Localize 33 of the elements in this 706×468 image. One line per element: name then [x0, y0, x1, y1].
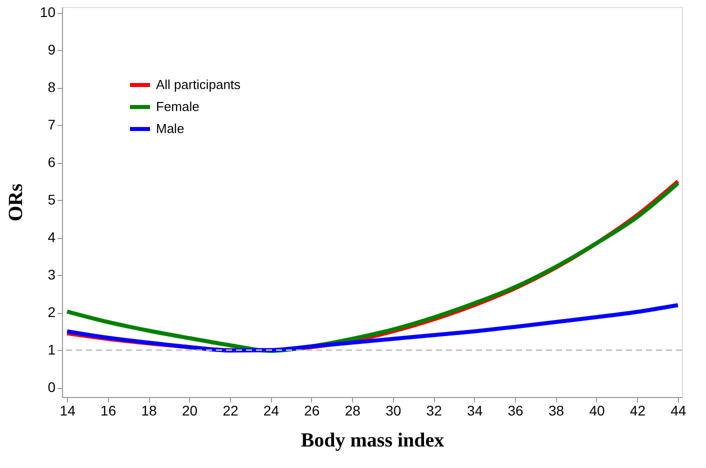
- y-tick-label: 3: [48, 266, 56, 283]
- y-tick-label: 4: [48, 229, 56, 246]
- x-tick-label: 26: [304, 402, 320, 418]
- x-tick-label: 22: [222, 402, 238, 418]
- y-tick-label: 5: [48, 192, 56, 208]
- x-tick-label: 24: [263, 402, 280, 418]
- x-tick-label: 34: [467, 402, 483, 418]
- x-tick-label: 40: [589, 402, 605, 418]
- x-tick-label: 14: [60, 402, 76, 418]
- x-tick-label: 30: [386, 402, 402, 418]
- x-tick-label: 38: [548, 402, 564, 418]
- x-tick-label: 32: [426, 402, 442, 418]
- y-tick-label: 8: [48, 79, 56, 96]
- y-tick-label: 10: [40, 4, 56, 20]
- y-tick-label: 0: [48, 379, 56, 396]
- y-axis-title: ORs: [4, 183, 27, 222]
- x-tick-label: 42: [630, 402, 646, 418]
- x-axis-title: Body mass index: [300, 430, 444, 452]
- x-tick-label: 18: [141, 402, 158, 418]
- x-tick-label: 16: [100, 402, 116, 418]
- legend-label: All participants: [156, 77, 242, 92]
- y-tick-label: 1: [48, 342, 56, 358]
- y-tick-label: 6: [48, 154, 56, 170]
- legend-label: Male: [156, 121, 184, 136]
- x-tick-label: 44: [670, 402, 686, 418]
- legend-label: Female: [156, 99, 200, 114]
- x-tick-label: 36: [508, 402, 524, 418]
- x-tick-label: 20: [182, 402, 198, 418]
- y-tick-label: 9: [48, 42, 56, 58]
- x-tick-label: 28: [344, 402, 361, 418]
- y-tick-label: 2: [48, 304, 56, 320]
- line-series: [65, 303, 680, 352]
- y-tick-label: 7: [48, 116, 56, 133]
